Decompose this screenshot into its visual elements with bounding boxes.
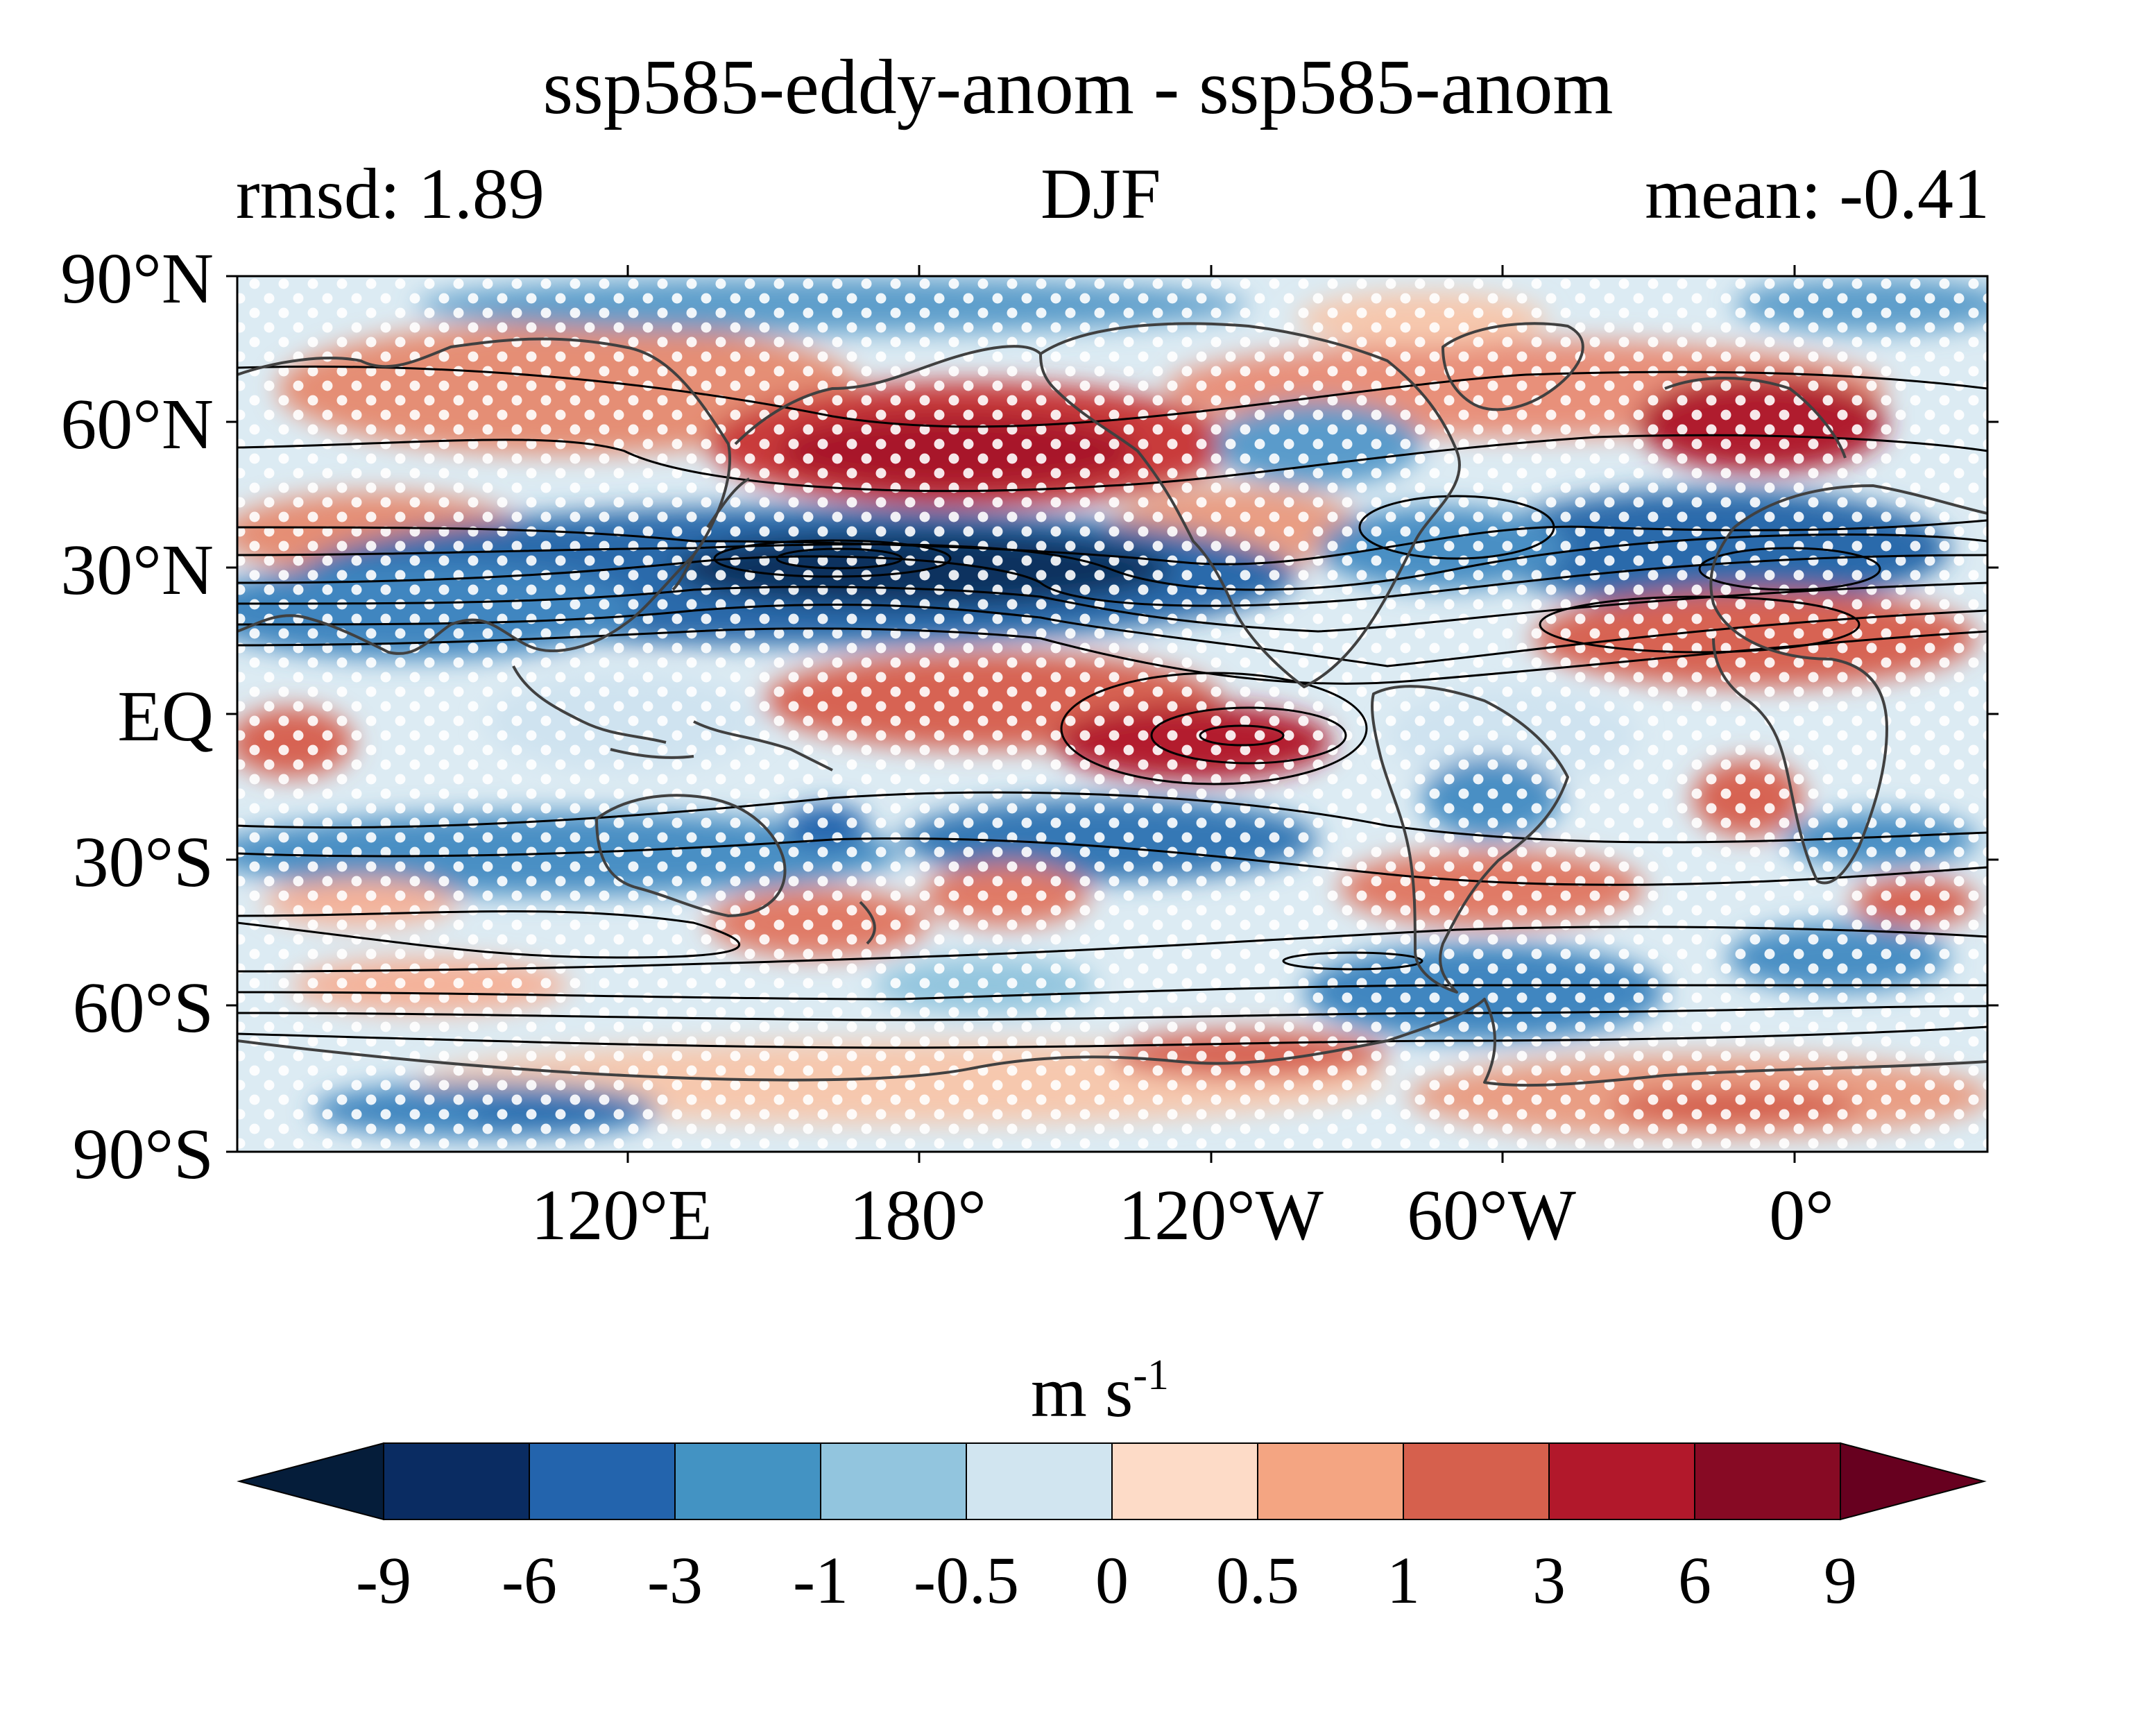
colorbar-box [966, 1442, 1113, 1520]
colorbar-units-label: m s-1 [1031, 1354, 1169, 1429]
colorbar-box [529, 1442, 676, 1520]
colorbar-box [820, 1442, 967, 1520]
lat-label-90n: 90°N [60, 239, 214, 318]
colorbar-box [383, 1442, 530, 1520]
lat-label-60s: 60°S [72, 968, 214, 1048]
rmsd-label: rmsd: 1.89 [236, 154, 545, 234]
lon-label-120e: 120°E [531, 1175, 712, 1255]
colorbar-box [1111, 1442, 1258, 1520]
colorbar-tick-label: 0.5 [1216, 1543, 1299, 1617]
colorbar-tick-label: 0 [1095, 1543, 1129, 1617]
colorbar-tick-label: -1 [793, 1543, 848, 1617]
units-main: m s [1031, 1352, 1133, 1432]
colorbar-tick-label: 6 [1678, 1543, 1711, 1617]
colorbar-box [1694, 1442, 1841, 1520]
colorbar-tick-label: 9 [1824, 1543, 1857, 1617]
colorbar-extend-high [1840, 1442, 1987, 1521]
lat-label-90s: 90°S [72, 1114, 214, 1194]
colorbar-tick-label: 1 [1387, 1543, 1420, 1617]
colorbar [237, 1442, 1987, 1521]
colorbar-box [1257, 1442, 1404, 1520]
climatology-contours [237, 365, 1987, 1049]
colorbar-extend-low [237, 1442, 384, 1521]
coastlines [237, 322, 1987, 1087]
mean-label: mean: -0.41 [1645, 154, 1990, 234]
lon-label-0: 0° [1769, 1175, 1834, 1255]
colorbar-tick-label: 3 [1532, 1543, 1566, 1617]
lon-label-180: 180° [849, 1175, 986, 1255]
lon-label-60w: 60°W [1407, 1175, 1576, 1255]
lon-label-120w: 120°W [1118, 1175, 1324, 1255]
colorbar-tick-label: -3 [647, 1543, 703, 1617]
lat-label-eq: EQ [117, 676, 214, 756]
colorbar-tick-label: -9 [356, 1543, 411, 1617]
lat-label-30s: 30°S [72, 822, 214, 902]
colorbar-box [1403, 1442, 1550, 1520]
colorbar-tick-label: -6 [502, 1543, 557, 1617]
tick-marks [226, 265, 1999, 1163]
colorbar-box [1548, 1442, 1695, 1520]
map-panel [237, 276, 1987, 1152]
lat-label-60n: 60°N [60, 384, 214, 464]
colorbar-box [674, 1442, 821, 1520]
lat-label-30n: 30°N [60, 530, 214, 610]
significance-stippling [237, 276, 1987, 1152]
colorbar-tick-label: -0.5 [914, 1543, 1019, 1617]
season-label: DJF [1041, 154, 1161, 234]
plot-title: ssp585-eddy-anom - ssp585-anom [542, 44, 1614, 130]
units-exponent: -1 [1133, 1352, 1170, 1399]
